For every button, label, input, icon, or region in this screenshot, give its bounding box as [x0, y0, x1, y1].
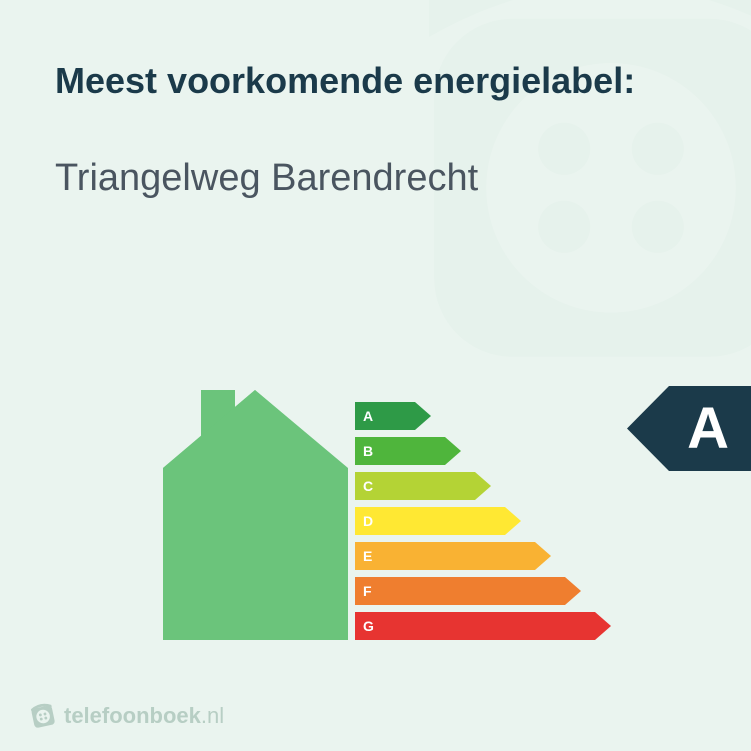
phonebook-icon — [28, 701, 59, 732]
bar-label: G — [363, 618, 374, 634]
energy-bar-c: C — [355, 472, 611, 500]
energy-bar-d: D — [355, 507, 611, 535]
rating-badge: A — [627, 386, 751, 471]
energy-chart: A B C D E F G — [165, 390, 535, 640]
energy-bar-e: E — [355, 542, 611, 570]
energy-bar-g: G — [355, 612, 611, 640]
energy-bar-f: F — [355, 577, 611, 605]
house-icon — [163, 390, 348, 640]
energy-label-card: Meest voorkomende energielabel: Triangel… — [0, 0, 751, 751]
bar-label: A — [363, 408, 373, 424]
bar-label: B — [363, 443, 373, 459]
card-subtitle: Triangelweg Barendrecht — [55, 157, 696, 200]
footer-brand-name: telefoonboek — [64, 703, 201, 728]
rating-letter: A — [687, 395, 729, 462]
footer-brand-ext: .nl — [201, 703, 224, 728]
energy-bars: A B C D E F G — [355, 402, 611, 647]
energy-bar-a: A — [355, 402, 611, 430]
bar-label: F — [363, 583, 372, 599]
bar-label: C — [363, 478, 373, 494]
energy-bar-b: B — [355, 437, 611, 465]
bar-label: D — [363, 513, 373, 529]
card-title: Meest voorkomende energielabel: — [55, 60, 696, 102]
footer-brand: telefoonboek.nl — [30, 703, 224, 729]
bar-label: E — [363, 548, 372, 564]
